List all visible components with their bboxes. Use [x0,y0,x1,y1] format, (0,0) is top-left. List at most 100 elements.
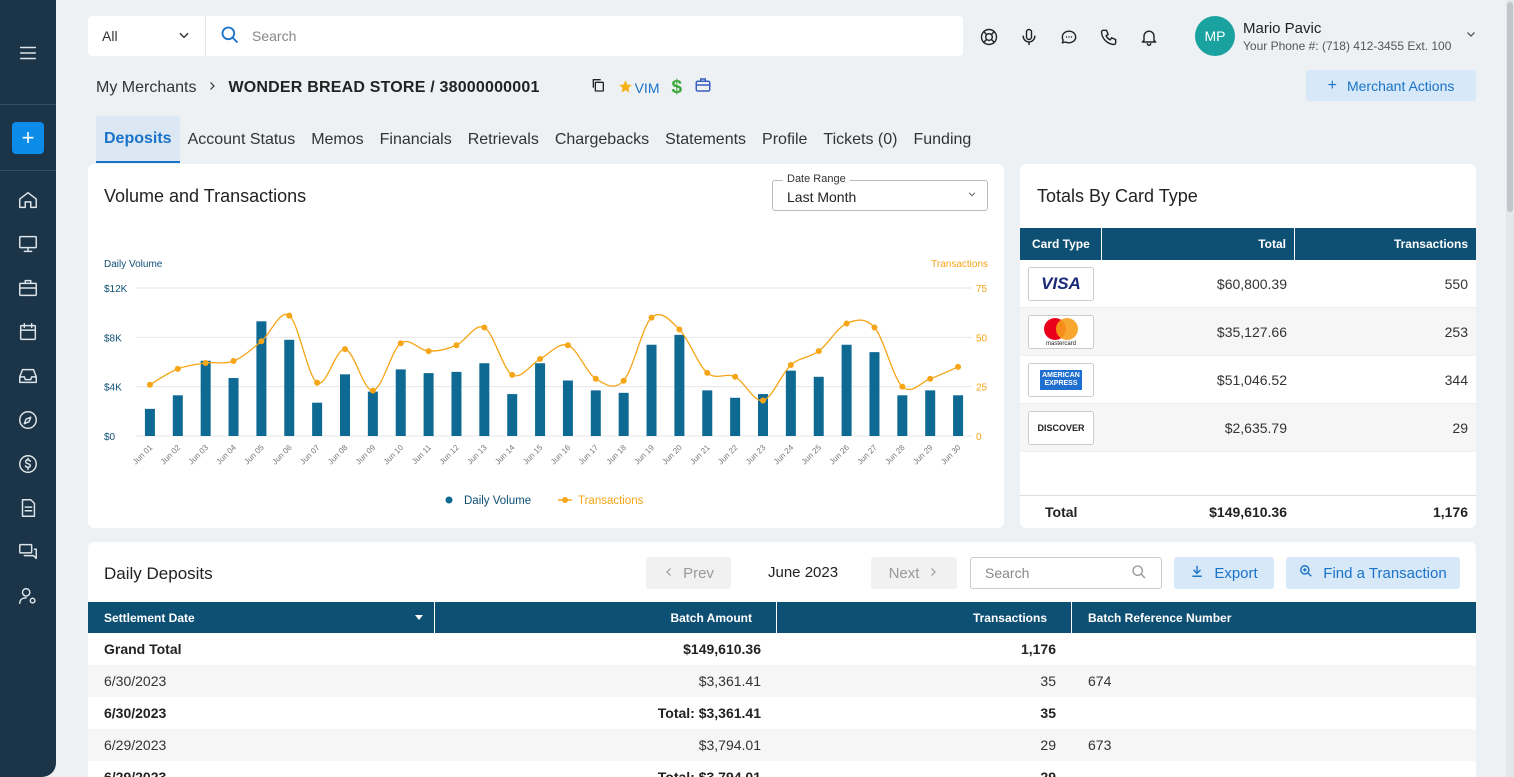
menu-icon[interactable] [10,35,46,71]
col-batch-reference[interactable]: Batch Reference Number [1088,610,1232,625]
tab-funding[interactable]: Funding [913,130,972,148]
batch-amount-cell: $3,794.01 [698,737,761,753]
copy-icon[interactable] [590,77,606,98]
compass-icon[interactable] [10,402,46,438]
col-total[interactable]: Total [1102,228,1295,260]
prev-label: Prev [683,564,714,582]
chart-point [230,358,237,365]
dollar-icon[interactable]: $ [671,76,683,98]
prev-button[interactable]: Prev [646,557,731,589]
next-button[interactable]: Next [871,557,957,589]
sort-desc-icon [414,611,424,625]
date-range-label: Date Range [783,173,850,185]
col-card-type[interactable]: Card Type [1020,228,1102,260]
x-tick-label: Jun 11 [410,443,433,466]
chart-bar [646,344,657,436]
phone-icon[interactable] [1098,26,1120,48]
y-left-tick-label: $4K [104,383,122,394]
chart-point [314,379,321,386]
user-settings-icon[interactable] [10,578,46,614]
tab-financials[interactable]: Financials [379,130,452,148]
inbox-icon[interactable] [10,358,46,394]
export-button[interactable]: Export [1174,557,1274,589]
document-icon[interactable] [10,490,46,526]
chart-point [174,365,181,372]
find-transaction-button[interactable]: Find a Transaction [1286,557,1460,589]
chart-bar [953,395,964,436]
settlement-date-cell: Grand Total [104,641,182,657]
briefcase-icon[interactable] [10,270,46,306]
totals-footer-row: Total $149,610.36 1,176 [1020,496,1476,528]
y-left-tick-label: $8K [104,333,122,344]
breadcrumb: My Merchants WONDER BREAD STORE / 380000… [96,76,712,99]
chat-icon[interactable] [10,534,46,570]
tab-profile[interactable]: Profile [762,130,808,148]
tab-account-status[interactable]: Account Status [187,130,296,148]
bell-icon[interactable] [1138,26,1160,48]
monitor-icon[interactable] [10,226,46,262]
briefcase-icon[interactable] [694,76,712,99]
tab-chargebacks[interactable]: Chargebacks [554,130,650,148]
breadcrumb-parent[interactable]: My Merchants [96,78,197,96]
col-transactions[interactable]: Transactions [777,602,1072,633]
col-transactions[interactable]: Transactions [1393,237,1468,251]
col-batch-amount[interactable]: Batch Amount [435,602,777,633]
table-row: 6/30/2023 Total: $3,361.41 35 [88,697,1476,729]
chart-bar [284,339,295,436]
chart-bar [618,392,629,436]
help-lifebuoy-icon[interactable] [978,26,1000,48]
microphone-icon[interactable] [1018,26,1040,48]
chart-point [258,338,265,345]
legend-marker-daily-volume [445,496,453,504]
col-settlement-date[interactable]: Settlement Date [88,602,435,633]
chevron-left-icon [663,565,675,582]
scrollbar[interactable] [1506,0,1514,777]
dollar-circle-icon[interactable] [10,446,46,482]
chart-bar [340,374,350,436]
tab-statements[interactable]: Statements [665,130,747,148]
batch-ref-cell: 674 [1088,673,1112,689]
chart-bar [590,390,601,436]
period-label: June 2023 [768,564,839,581]
x-tick-label: Jun 08 [326,443,350,467]
date-range-value: Last Month [787,189,857,205]
search-input[interactable]: Search [206,25,296,48]
totals-card-title: Totals By Card Type [1037,186,1198,206]
table-row: DISCOVER $2,635.79 29 [1020,404,1476,452]
table-row[interactable]: 6/30/2023 $3,361.41 35 674 [88,665,1476,697]
home-icon[interactable] [10,182,46,218]
tab-tickets[interactable]: Tickets (0) [823,130,898,148]
tab-retrievals[interactable]: Retrievals [467,130,539,148]
breadcrumb-current: WONDER BREAD STORE / 38000000001 [228,78,540,96]
chart-point [509,371,516,378]
chat-bubble-icon[interactable] [1058,26,1080,48]
tab-memos[interactable]: Memos [311,130,364,148]
user-menu[interactable]: MP Mario Pavic Your Phone #: (718) 412-3… [1195,16,1477,56]
volume-card-title: Volume and Transactions [104,186,307,206]
chart-point [397,340,404,347]
chart-bar [256,321,267,436]
chart-bar [312,402,323,436]
scrollbar-thumb[interactable] [1507,2,1513,212]
calendar-icon[interactable] [10,314,46,350]
x-tick-label: Jun 23 [744,443,768,467]
date-range-select[interactable]: Date Range Last Month [772,173,988,211]
chart-point [202,359,209,366]
tab-deposits[interactable]: Deposits [96,116,180,163]
transactions-cell: 29 [1452,419,1468,436]
vim-badge[interactable]: VIM [618,79,659,97]
table-row: Grand Total $149,610.36 1,176 [88,633,1476,665]
search-scope-select[interactable]: All [88,16,206,56]
x-tick-label: Jun 18 [605,443,629,467]
download-icon [1190,564,1204,582]
table-row[interactable]: 6/29/2023 $3,794.01 29 673 [88,729,1476,761]
y-left-axis-label: Daily Volume [104,259,163,270]
chart-bar [674,334,685,436]
table-row: 6/29/2023 Total: $3,794.01 29 [88,761,1476,777]
search-scope-value: All [102,28,118,44]
add-button[interactable]: + [12,122,44,154]
chart-point [843,320,850,327]
deposits-search-input[interactable]: Search [970,557,1162,589]
chart-bar [228,378,239,436]
merchant-actions-button[interactable]: + Merchant Actions [1306,70,1476,101]
